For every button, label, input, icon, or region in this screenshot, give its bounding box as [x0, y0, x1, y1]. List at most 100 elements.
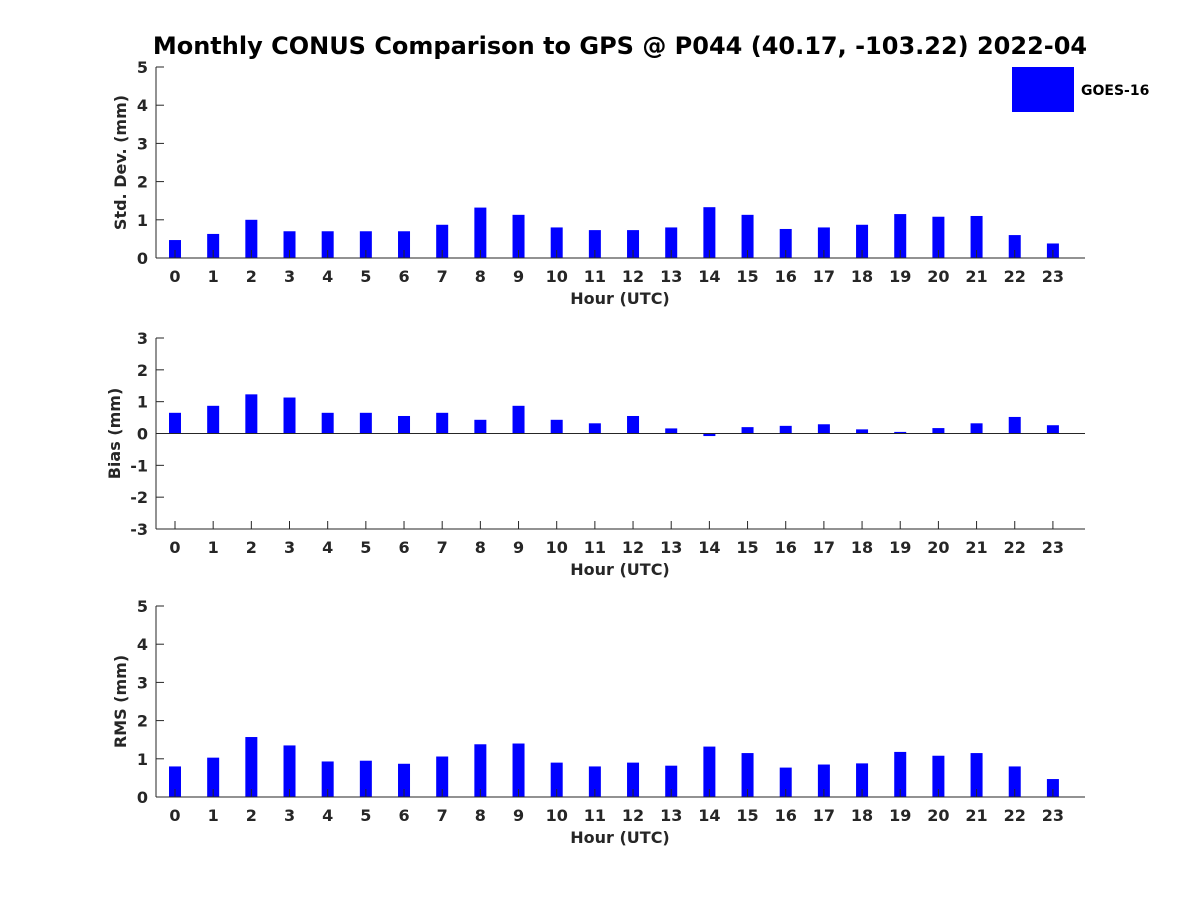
bias-y-axis-label: Bias (mm): [105, 388, 124, 480]
bias-x-tick-label: 18: [851, 538, 873, 557]
bias-bar: [474, 419, 487, 434]
bias-bar: [703, 433, 716, 437]
rms-x-tick-label: 4: [322, 806, 333, 825]
bias-bar: [245, 394, 258, 434]
std-dev-bar: [436, 224, 449, 258]
rms-x-tick-label: 16: [775, 806, 797, 825]
bias-bar: [512, 405, 525, 434]
bias-bar: [169, 412, 181, 434]
std-dev-bar: [1008, 235, 1021, 258]
bias-x-tick-label: 3: [284, 538, 295, 557]
std-dev-y-tick-label: 0: [137, 249, 148, 268]
rms-bar: [436, 756, 449, 797]
bias-x-tick-label: 0: [169, 538, 180, 557]
rms-y-tick-label: 5: [137, 597, 148, 616]
rms-x-axis-label: Hour (UTC): [570, 828, 670, 847]
rms-y-axis-label: RMS (mm): [111, 655, 130, 748]
std-dev-x-tick-label: 16: [775, 267, 797, 286]
std-dev-x-tick-label: 10: [546, 267, 568, 286]
bias-x-tick-label: 7: [437, 538, 448, 557]
rms-x-tick-label: 8: [475, 806, 486, 825]
bias-x-tick-label: 15: [736, 538, 758, 557]
bias-x-tick-label: 16: [775, 538, 797, 557]
bias-x-tick-label: 9: [513, 538, 524, 557]
bias-x-tick-label: 5: [360, 538, 371, 557]
rms-x-tick-label: 6: [398, 806, 409, 825]
std-dev-y-tick-label: 3: [137, 134, 148, 153]
std-dev-x-tick-label: 5: [360, 267, 371, 286]
std-dev-x-tick-label: 23: [1042, 267, 1064, 286]
bias-bar: [970, 423, 983, 434]
rms-x-tick-label: 15: [736, 806, 758, 825]
std-dev-bar: [321, 231, 334, 258]
std-dev-x-tick-label: 21: [965, 267, 987, 286]
std-dev-bar: [588, 230, 601, 258]
std-dev-x-axis-label: Hour (UTC): [570, 289, 670, 308]
std-dev-x-tick-label: 2: [246, 267, 257, 286]
std-dev-x-tick-label: 3: [284, 267, 295, 286]
bias-y-tick-label: 0: [137, 425, 148, 444]
bias-x-tick-label: 8: [475, 538, 486, 557]
std-dev-x-tick-label: 15: [736, 267, 758, 286]
rms-x-tick-label: 14: [698, 806, 720, 825]
rms-bar: [1046, 779, 1059, 797]
rms-bar: [474, 744, 487, 797]
std-dev-x-tick-label: 8: [475, 267, 486, 286]
bias-bar: [856, 429, 869, 434]
std-dev-x-tick-label: 12: [622, 267, 644, 286]
std-dev-bar: [779, 228, 792, 258]
bias-x-tick-label: 21: [965, 538, 987, 557]
bias-x-tick-label: 20: [927, 538, 949, 557]
std-dev-x-tick-label: 0: [169, 267, 180, 286]
std-dev-x-tick-label: 22: [1004, 267, 1026, 286]
std-dev-y-axis-label: Std. Dev. (mm): [111, 95, 130, 230]
rms-y-tick-label: 4: [137, 635, 148, 654]
rms-x-tick-label: 11: [584, 806, 606, 825]
bias-bar: [817, 424, 830, 434]
bias-bar: [779, 425, 792, 434]
rms-bar: [932, 755, 945, 797]
bias-x-tick-label: 11: [584, 538, 606, 557]
rms-bar: [627, 762, 640, 797]
rms-bar: [741, 753, 754, 797]
std-dev-x-tick-label: 1: [208, 267, 219, 286]
rms-x-tick-label: 13: [660, 806, 682, 825]
std-dev-bar: [550, 227, 563, 258]
bias-x-tick-label: 14: [698, 538, 720, 557]
bias-y-tick-label: -1: [130, 456, 148, 475]
rms-bar: [321, 761, 334, 797]
rms-y-tick-label: 3: [137, 673, 148, 692]
std-dev-x-tick-label: 19: [889, 267, 911, 286]
rms-bar: [817, 764, 830, 797]
std-dev-bar: [703, 207, 716, 258]
bias-bar: [398, 415, 411, 434]
bias-bar: [1046, 425, 1059, 434]
std-dev-x-tick-label: 20: [927, 267, 949, 286]
std-dev-bar: [856, 224, 869, 258]
bias-y-tick-label: -2: [130, 488, 148, 507]
std-dev-bar: [398, 231, 411, 258]
rms-bar: [894, 751, 907, 797]
std-dev-x-tick-label: 17: [813, 267, 835, 286]
std-dev-x-tick-label: 14: [698, 267, 720, 286]
std-dev-bar: [474, 207, 487, 258]
rms-x-tick-label: 10: [546, 806, 568, 825]
bias-x-tick-label: 19: [889, 538, 911, 557]
rms-bar: [283, 745, 296, 797]
rms-bar: [207, 757, 220, 797]
rms-bar: [245, 737, 258, 797]
rms-bar: [512, 743, 525, 797]
legend-swatch: [1012, 67, 1074, 112]
rms-x-tick-label: 22: [1004, 806, 1026, 825]
std-dev-bar: [665, 227, 678, 258]
bias-bar: [741, 427, 754, 434]
rms-x-tick-label: 19: [889, 806, 911, 825]
rms-x-tick-label: 2: [246, 806, 257, 825]
legend: GOES-16: [1012, 67, 1149, 112]
bias-y-tick-label: -3: [130, 520, 148, 539]
bias-y-tick-label: 2: [137, 361, 148, 380]
rms-x-tick-label: 20: [927, 806, 949, 825]
rms-x-tick-label: 17: [813, 806, 835, 825]
